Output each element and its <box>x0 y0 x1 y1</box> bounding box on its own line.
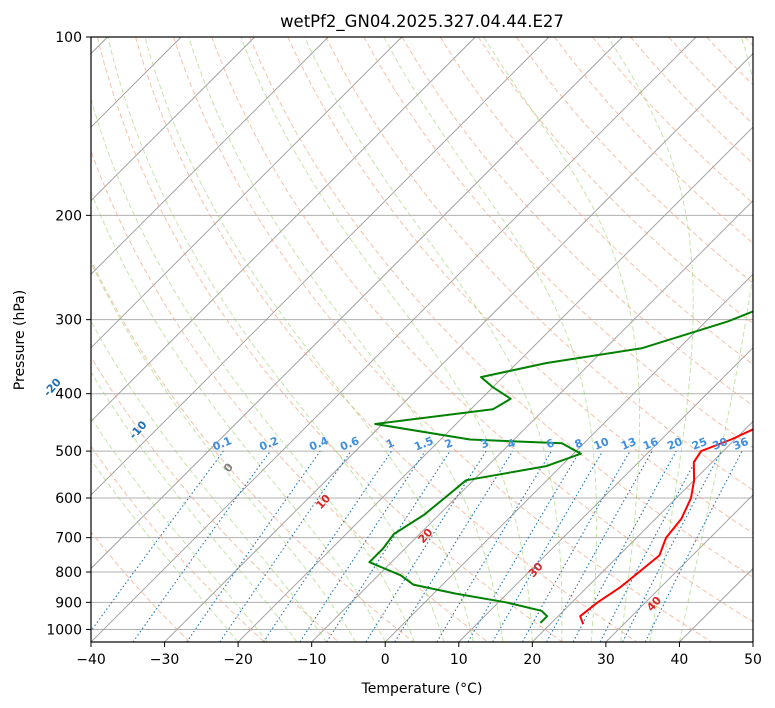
mixing-ratio-line <box>219 450 352 642</box>
isotherm-line <box>91 37 255 202</box>
mixing-ratio-label: 16 <box>641 435 660 453</box>
isotherm-line <box>237 126 753 642</box>
dry-adiabat-line <box>211 37 753 623</box>
y-tick-label: 800 <box>55 565 82 581</box>
isotherm-line <box>164 52 753 642</box>
y-tick-label: 600 <box>55 491 82 507</box>
y-axis: 100 200 300 400 500 600 700 800 900 1000 <box>46 30 91 638</box>
y-tick-label: 400 <box>55 387 82 403</box>
mixing-ratio-label: 8 <box>573 436 585 451</box>
dry-adiabat-line <box>515 37 753 284</box>
mixing-ratio-line <box>644 450 743 642</box>
mixing-ratio-label: 20 <box>665 435 684 453</box>
y-tick-label: 1000 <box>46 622 82 638</box>
isotherm-line <box>91 37 697 642</box>
x-tick-label: −20 <box>223 652 253 668</box>
mixing-ratio-line <box>326 450 451 642</box>
dry-adiabat-line <box>91 445 265 642</box>
dry-adiabat-line <box>287 37 753 534</box>
x-tick-label: 40 <box>671 652 689 668</box>
moist-adiabat-line <box>240 37 533 642</box>
dry-adiabat-line <box>135 37 638 642</box>
mixing-ratio-label: 13 <box>619 435 638 453</box>
dry-adiabat-line <box>91 149 489 642</box>
x-tick-label: 0 <box>381 652 390 668</box>
x-tick-label: 20 <box>523 652 541 668</box>
isotherm-line <box>91 37 403 349</box>
dry-adiabat-line <box>91 259 414 642</box>
moist-adiabat-line <box>91 458 239 642</box>
moist-adiabat-line <box>91 416 268 642</box>
isotherm-line <box>605 494 753 642</box>
mixing-ratio-label: 3 <box>479 436 491 451</box>
moist-adiabat-line <box>91 190 386 642</box>
dry-adiabat-line <box>91 355 340 642</box>
x-tick-label: 30 <box>597 652 615 668</box>
isotherm-line <box>384 273 753 642</box>
mixing-ratio-line <box>572 450 677 642</box>
isotherm-line <box>91 37 623 570</box>
dry-adiabat-line <box>96 37 563 642</box>
plot-frame <box>90 36 754 643</box>
x-tick-label: 10 <box>450 652 468 668</box>
moist-adiabat-line <box>91 261 357 642</box>
mixing-ratio-line <box>299 450 426 642</box>
moist-adiabat-line <box>144 37 474 642</box>
dry-adiabat-line <box>325 37 753 491</box>
mixing-ratio-label: 25 <box>690 435 709 453</box>
y-tick-label: 300 <box>55 313 82 329</box>
mixing-ratio-label: 2 <box>443 436 455 451</box>
chart-title: wetPf2_GN04.2025.327.04.44.E27 <box>280 12 564 32</box>
y-tick-label: 100 <box>55 30 82 46</box>
mixing-ratio-line <box>186 450 321 642</box>
mixing-ratio-line <box>91 450 224 632</box>
isotherm-line <box>532 420 753 642</box>
mixing-ratio-line <box>132 450 271 642</box>
mixing-ratio-label: 36 <box>731 435 750 453</box>
x-axis-label: Temperature (°C) <box>361 681 483 697</box>
x-tick-label: −40 <box>76 652 106 668</box>
mixing-ratio-line <box>394 450 514 642</box>
moist-adiabat-line <box>678 37 753 642</box>
temperature-profile-line <box>579 428 753 625</box>
y-axis-label: Pressure (hPa) <box>12 290 28 390</box>
x-tick-label: −10 <box>297 652 327 668</box>
y-tick-label: 900 <box>55 595 82 611</box>
moist-adiabat-line <box>304 37 563 642</box>
moist-adiabat-line <box>383 37 598 642</box>
isotherm-line <box>91 37 329 275</box>
profile-lines <box>368 310 753 625</box>
mixing-ratio-label: 10 <box>592 435 611 453</box>
y-tick-label: 700 <box>55 531 82 547</box>
mixing-ratio-line <box>522 450 631 642</box>
y-tick-label: 500 <box>55 444 82 460</box>
dry-adiabat-line <box>363 37 753 449</box>
x-tick-label: −30 <box>150 652 180 668</box>
dry-adiabat-line <box>554 37 753 244</box>
dry-adiabat-line <box>173 37 713 642</box>
dry-adiabat-line <box>630 37 753 165</box>
x-axis: −40 −30 −20 −10 0 10 20 30 40 50 <box>76 642 762 668</box>
background-lines <box>91 37 753 642</box>
moist-adiabat-line <box>107 37 445 642</box>
mixing-ratio-line <box>263 450 392 642</box>
moist-adiabat-line <box>91 320 327 642</box>
isotherm-line <box>91 37 476 422</box>
mixing-ratio-label: 30 <box>711 435 730 453</box>
dewpoint-profile-line <box>368 310 753 624</box>
moist-adiabat-line <box>483 37 641 642</box>
moist-adiabat-line <box>607 37 694 642</box>
dry-adiabat-line <box>249 37 753 578</box>
y-tick-label: 200 <box>55 208 82 224</box>
mixing-ratio-label: 1 <box>384 436 396 451</box>
isotherm-line <box>458 347 753 642</box>
mixing-ratio-line <box>546 450 653 642</box>
dry-adiabat-line <box>439 37 753 366</box>
isotherm-line <box>91 37 550 496</box>
x-tick-label: 50 <box>744 652 762 668</box>
